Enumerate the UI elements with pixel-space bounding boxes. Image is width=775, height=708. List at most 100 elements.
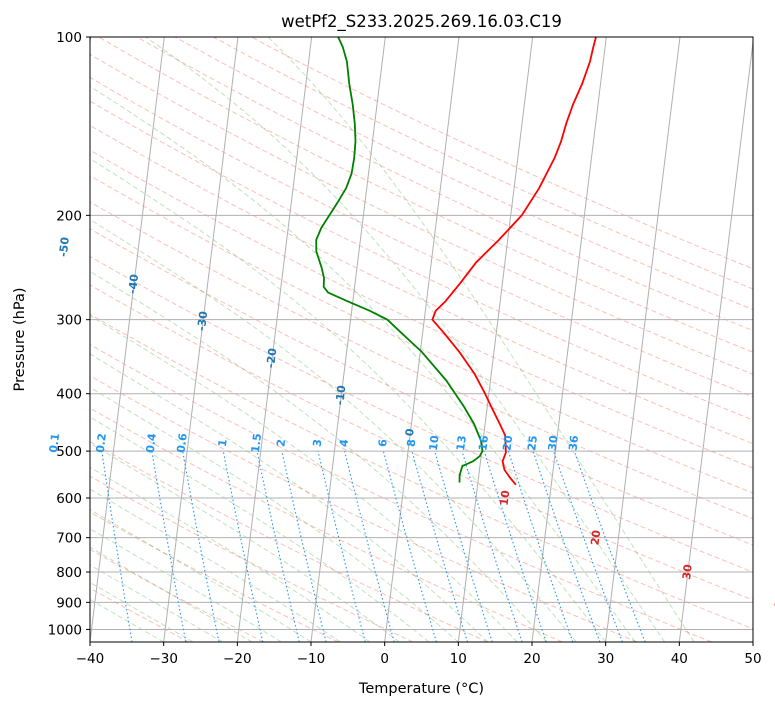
moist-adiabat-line bbox=[90, 386, 459, 642]
y-tick-label: 800 bbox=[56, 565, 82, 581]
y-tick-label: 400 bbox=[56, 387, 82, 403]
isotherm-grid-line bbox=[457, 37, 534, 642]
dry-adiabat-line bbox=[90, 149, 753, 469]
dewpoint-profile-line bbox=[315, 37, 484, 483]
background-lines bbox=[90, 37, 753, 642]
y-tick-label: 100 bbox=[56, 30, 82, 46]
mixing-ratio-label: 30 bbox=[546, 434, 561, 451]
mixing-ratio-line bbox=[344, 450, 395, 642]
moist-adiabat-line bbox=[90, 416, 430, 642]
line-labels: -100-90-80-70-60-50-40-30-20-1000.10.20.… bbox=[0, 199, 775, 611]
mixing-ratio-line bbox=[507, 450, 574, 642]
dry-adiabat-line bbox=[90, 255, 753, 573]
dry-adiabat-line bbox=[90, 375, 638, 642]
dry-adiabat-line bbox=[90, 228, 753, 546]
dry-adiabat-line bbox=[90, 511, 339, 642]
y-tick-label: 200 bbox=[56, 208, 82, 224]
moist-adiabat-line bbox=[90, 353, 489, 642]
mixing-ratio-line bbox=[461, 450, 523, 642]
x-tick-label: 40 bbox=[671, 651, 688, 667]
mixing-ratio-line bbox=[434, 450, 493, 642]
mixing-ratio-line bbox=[411, 450, 469, 642]
mixing-ratio-line bbox=[256, 450, 300, 642]
mixing-ratio-line bbox=[222, 450, 264, 642]
isotherm-grid-line bbox=[531, 37, 607, 642]
x-axis-title: Temperature (°C) bbox=[358, 681, 484, 697]
dry-adiabat-line bbox=[90, 201, 753, 520]
x-tick-label: 10 bbox=[450, 651, 467, 667]
moist-adiabat-line bbox=[267, 37, 695, 642]
mixing-ratio-label: 8 bbox=[405, 438, 419, 447]
mixing-ratio-label: 25 bbox=[525, 435, 540, 452]
mixing-ratio-label: 6 bbox=[376, 438, 390, 448]
dry-adiabat-line bbox=[90, 344, 712, 642]
moist-adiabat-line bbox=[90, 528, 282, 642]
x-tick-label: 50 bbox=[744, 651, 761, 667]
moist-adiabat-line bbox=[90, 508, 312, 642]
y-tick-label: 1000 bbox=[48, 622, 82, 638]
mixing-ratio-label: 20 bbox=[501, 434, 516, 451]
moist-adiabat-line bbox=[145, 37, 666, 642]
x-tick-label: −30 bbox=[149, 651, 178, 667]
mixing-ratio-line bbox=[182, 450, 220, 642]
moist-adiabat-line bbox=[90, 564, 223, 642]
dry-adiabat-line bbox=[90, 313, 753, 630]
isotherm-grid-line bbox=[384, 37, 460, 642]
mixing-ratio-line bbox=[281, 450, 327, 642]
mixing-ratio-label: 3 bbox=[311, 438, 325, 447]
isotherm-grid-line bbox=[310, 37, 386, 642]
mixing-ratio-label: 0.2 bbox=[94, 433, 109, 454]
mixing-ratio-label: 36 bbox=[566, 434, 581, 451]
mixing-ratio-label: 10 bbox=[427, 434, 442, 451]
moist-adiabat-line bbox=[90, 85, 636, 642]
temperature-profile-line bbox=[431, 37, 597, 486]
isotherm-grid-line bbox=[605, 37, 681, 642]
isotherm-label: -50 bbox=[57, 236, 72, 258]
x-tick-label: −40 bbox=[76, 651, 105, 667]
mixing-ratio-line bbox=[573, 450, 646, 642]
isotherm-grid-line bbox=[236, 37, 313, 642]
dry-adiabat-line bbox=[90, 175, 753, 494]
mixing-ratio-label: 1 bbox=[216, 438, 230, 447]
isotherm-label: -40 bbox=[126, 273, 141, 295]
mixing-ratio-label: 13 bbox=[454, 435, 469, 452]
dry-adiabat-line bbox=[90, 124, 753, 445]
moist-adiabat-label: 30 bbox=[680, 563, 695, 580]
isotherm-grid-line bbox=[678, 38, 753, 642]
dry-adiabat-line bbox=[98, 37, 753, 353]
moist-adiabat-label: 20 bbox=[589, 529, 604, 546]
moist-adiabat-label: 40 bbox=[772, 594, 775, 611]
plot-frame bbox=[89, 36, 754, 643]
x-tick-label: 30 bbox=[597, 651, 614, 667]
dry-adiabat-line bbox=[136, 37, 753, 332]
isotherm-grid-line bbox=[90, 37, 165, 642]
mixing-ratio-label: 16 bbox=[476, 434, 491, 451]
moist-adiabat-line bbox=[90, 315, 518, 642]
x-tick-label: −20 bbox=[223, 651, 252, 667]
dry-adiabat-line bbox=[90, 475, 414, 642]
axes: −40 −30 −20 −10 0 10 20 30 40 5010020030040050060… bbox=[48, 30, 762, 667]
mixing-ratio-label: 0.4 bbox=[144, 432, 159, 453]
moist-adiabat-line bbox=[90, 158, 607, 642]
dry-adiabat-line bbox=[90, 53, 753, 375]
dry-adiabat-line bbox=[90, 100, 753, 421]
dry-adiabat-line bbox=[90, 548, 264, 642]
mixing-ratio-line bbox=[553, 450, 623, 642]
isotherm-label: 0 bbox=[403, 427, 417, 437]
mixing-ratio-line bbox=[101, 451, 133, 642]
moist-adiabat-line bbox=[90, 219, 577, 642]
mixing-ratio-line bbox=[151, 451, 187, 642]
isotherm-label: -20 bbox=[264, 347, 279, 369]
isotherm-label: -10 bbox=[333, 384, 348, 406]
dry-adiabat-line bbox=[90, 76, 753, 398]
moist-adiabat-line bbox=[90, 442, 400, 642]
y-tick-label: 300 bbox=[56, 313, 82, 329]
profile-lines bbox=[315, 37, 597, 486]
y-tick-label: 900 bbox=[56, 595, 82, 611]
mixing-ratio-line bbox=[317, 450, 366, 642]
dry-adiabat-line bbox=[174, 37, 753, 311]
mixing-ratio-line bbox=[382, 450, 437, 642]
moist-adiabat-line bbox=[90, 466, 371, 642]
y-tick-label: 700 bbox=[56, 531, 82, 547]
